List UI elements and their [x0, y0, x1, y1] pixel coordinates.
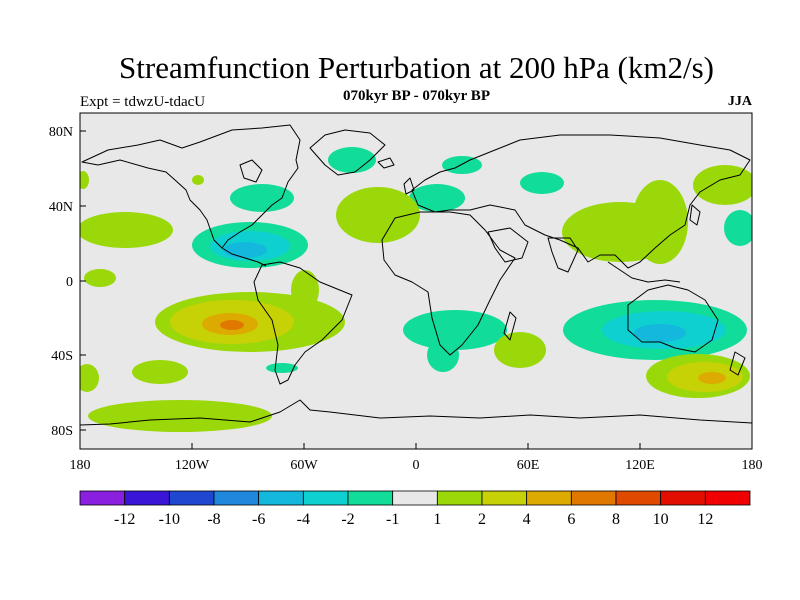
- contour-pos-blob: [80, 212, 173, 248]
- coastlines: [80, 124, 752, 426]
- colorbar-swatch: [213, 490, 260, 506]
- coastline-british-isles: [403, 177, 415, 195]
- colorbar-label: -1: [386, 511, 399, 528]
- coastline-africa: [381, 211, 516, 356]
- lon-tick-label: 60E: [517, 458, 540, 473]
- colorbar-label: 4: [523, 511, 531, 528]
- coastline-hudson-bay: [239, 159, 263, 183]
- contour-pos-blob: [84, 269, 116, 287]
- colorbar-label: -10: [159, 511, 180, 528]
- colorbar-swatch: [615, 490, 662, 506]
- contour-pos-blob: [220, 320, 244, 330]
- plot-title: Streamfunction Perturbation at 200 hPa (…: [119, 50, 714, 85]
- colorbar-label: 1: [433, 511, 441, 528]
- lat-tick-label: 80N: [49, 125, 73, 140]
- contour-neg-blob: [427, 338, 459, 372]
- contour-neg-blob: [442, 156, 482, 174]
- experiment-label: Expt = tdwzU-tdacU: [80, 94, 206, 110]
- contour-neg-blob: [634, 324, 686, 342]
- colorbar-label: -2: [341, 511, 354, 528]
- lon-tick-label: 60W: [290, 458, 318, 473]
- contour-pos-blob: [80, 171, 89, 189]
- contour-neg-blob: [403, 310, 507, 350]
- colorbar-swatch: [660, 490, 706, 506]
- longitude-axis: 180 120W 60W 0 60E 120E 180: [70, 443, 763, 473]
- colorbar-label: -8: [207, 511, 220, 528]
- coastline-australia: [627, 284, 719, 353]
- colorbar-swatch: [392, 490, 438, 506]
- colorbar-label: 2: [478, 511, 486, 528]
- contour-pos-blob: [693, 165, 752, 205]
- contour-pos-blob: [698, 372, 726, 384]
- contour-neg-blob: [409, 184, 465, 212]
- coastline-north-america: [81, 124, 301, 249]
- colorbar-label: 12: [697, 511, 713, 528]
- lat-tick-label: 40N: [49, 200, 73, 215]
- colorbar-swatch: [436, 490, 483, 506]
- coastline-arabia: [487, 227, 529, 263]
- coastline-india: [547, 237, 579, 273]
- colorbar-swatch: [79, 490, 126, 506]
- lon-tick-label: 0: [413, 458, 420, 473]
- lat-tick-label: 40S: [51, 349, 73, 364]
- contour-neg-blob: [724, 210, 752, 246]
- contour-neg-blob: [230, 184, 294, 212]
- colorbar-swatch: [481, 490, 528, 506]
- colorbar-swatch: [168, 490, 215, 506]
- lon-tick-label: 120E: [625, 458, 655, 473]
- contour-neg-blob: [223, 242, 267, 258]
- lon-tick-label: 120W: [175, 458, 210, 473]
- map-panel: [79, 112, 753, 450]
- colorbar-swatch: [124, 490, 170, 506]
- colorbar-swatch: [704, 490, 751, 506]
- coastline-madagascar: [503, 311, 517, 341]
- colorbar: -12 -10 -8 -6 -4 -2 -1 1 2 4 6 8 10 12: [79, 490, 751, 528]
- coastline-new-zealand: [729, 351, 746, 376]
- contour-fields: [80, 147, 752, 432]
- contour-pos-blob: [88, 400, 272, 432]
- colorbar-swatch: [302, 490, 349, 506]
- lat-tick-label: 0: [66, 275, 73, 290]
- coastline-iceland: [377, 157, 395, 169]
- lon-tick-label: 180: [70, 458, 91, 473]
- colorbar-swatch: [258, 490, 304, 506]
- coastline-south-america: [253, 261, 353, 385]
- coastline-central-america: [221, 247, 267, 267]
- plot-subtitle: 070kyr BP - 070kyr BP: [343, 88, 490, 104]
- colorbar-swatch: [347, 490, 394, 506]
- ocean-background: [80, 113, 752, 449]
- colorbar-label: 8: [612, 511, 620, 528]
- lon-tick-label: 180: [742, 458, 763, 473]
- coastline-antarctica: [80, 399, 752, 426]
- colorbar-label: -6: [252, 511, 265, 528]
- contour-pos-blob: [80, 364, 99, 392]
- contour-pos-blob: [494, 332, 546, 368]
- lat-tick-label: 80S: [51, 424, 73, 439]
- latitude-axis: 80N 40N 0 40S 80S: [49, 125, 86, 439]
- colorbar-label: -4: [297, 511, 310, 528]
- contour-neg-blob: [520, 172, 564, 194]
- colorbar-swatch: [570, 490, 617, 506]
- coastline-japan: [689, 204, 701, 226]
- contour-pos-blob: [132, 360, 188, 384]
- contour-pos-blob: [192, 175, 204, 185]
- coastline-greenland: [309, 129, 386, 176]
- contour-pos-blob: [336, 187, 420, 243]
- coastline-indonesia: [607, 261, 681, 283]
- colorbar-label: 10: [653, 511, 669, 528]
- colorbar-label: -12: [114, 511, 135, 528]
- colorbar-label: 6: [567, 511, 575, 528]
- season-label: JJA: [727, 94, 752, 109]
- coastline-eurasia: [411, 134, 751, 269]
- contour-neg-blob: [266, 363, 298, 373]
- contour-pos-blob: [632, 180, 688, 264]
- contour-neg-blob: [328, 147, 376, 173]
- colorbar-swatch: [526, 490, 572, 506]
